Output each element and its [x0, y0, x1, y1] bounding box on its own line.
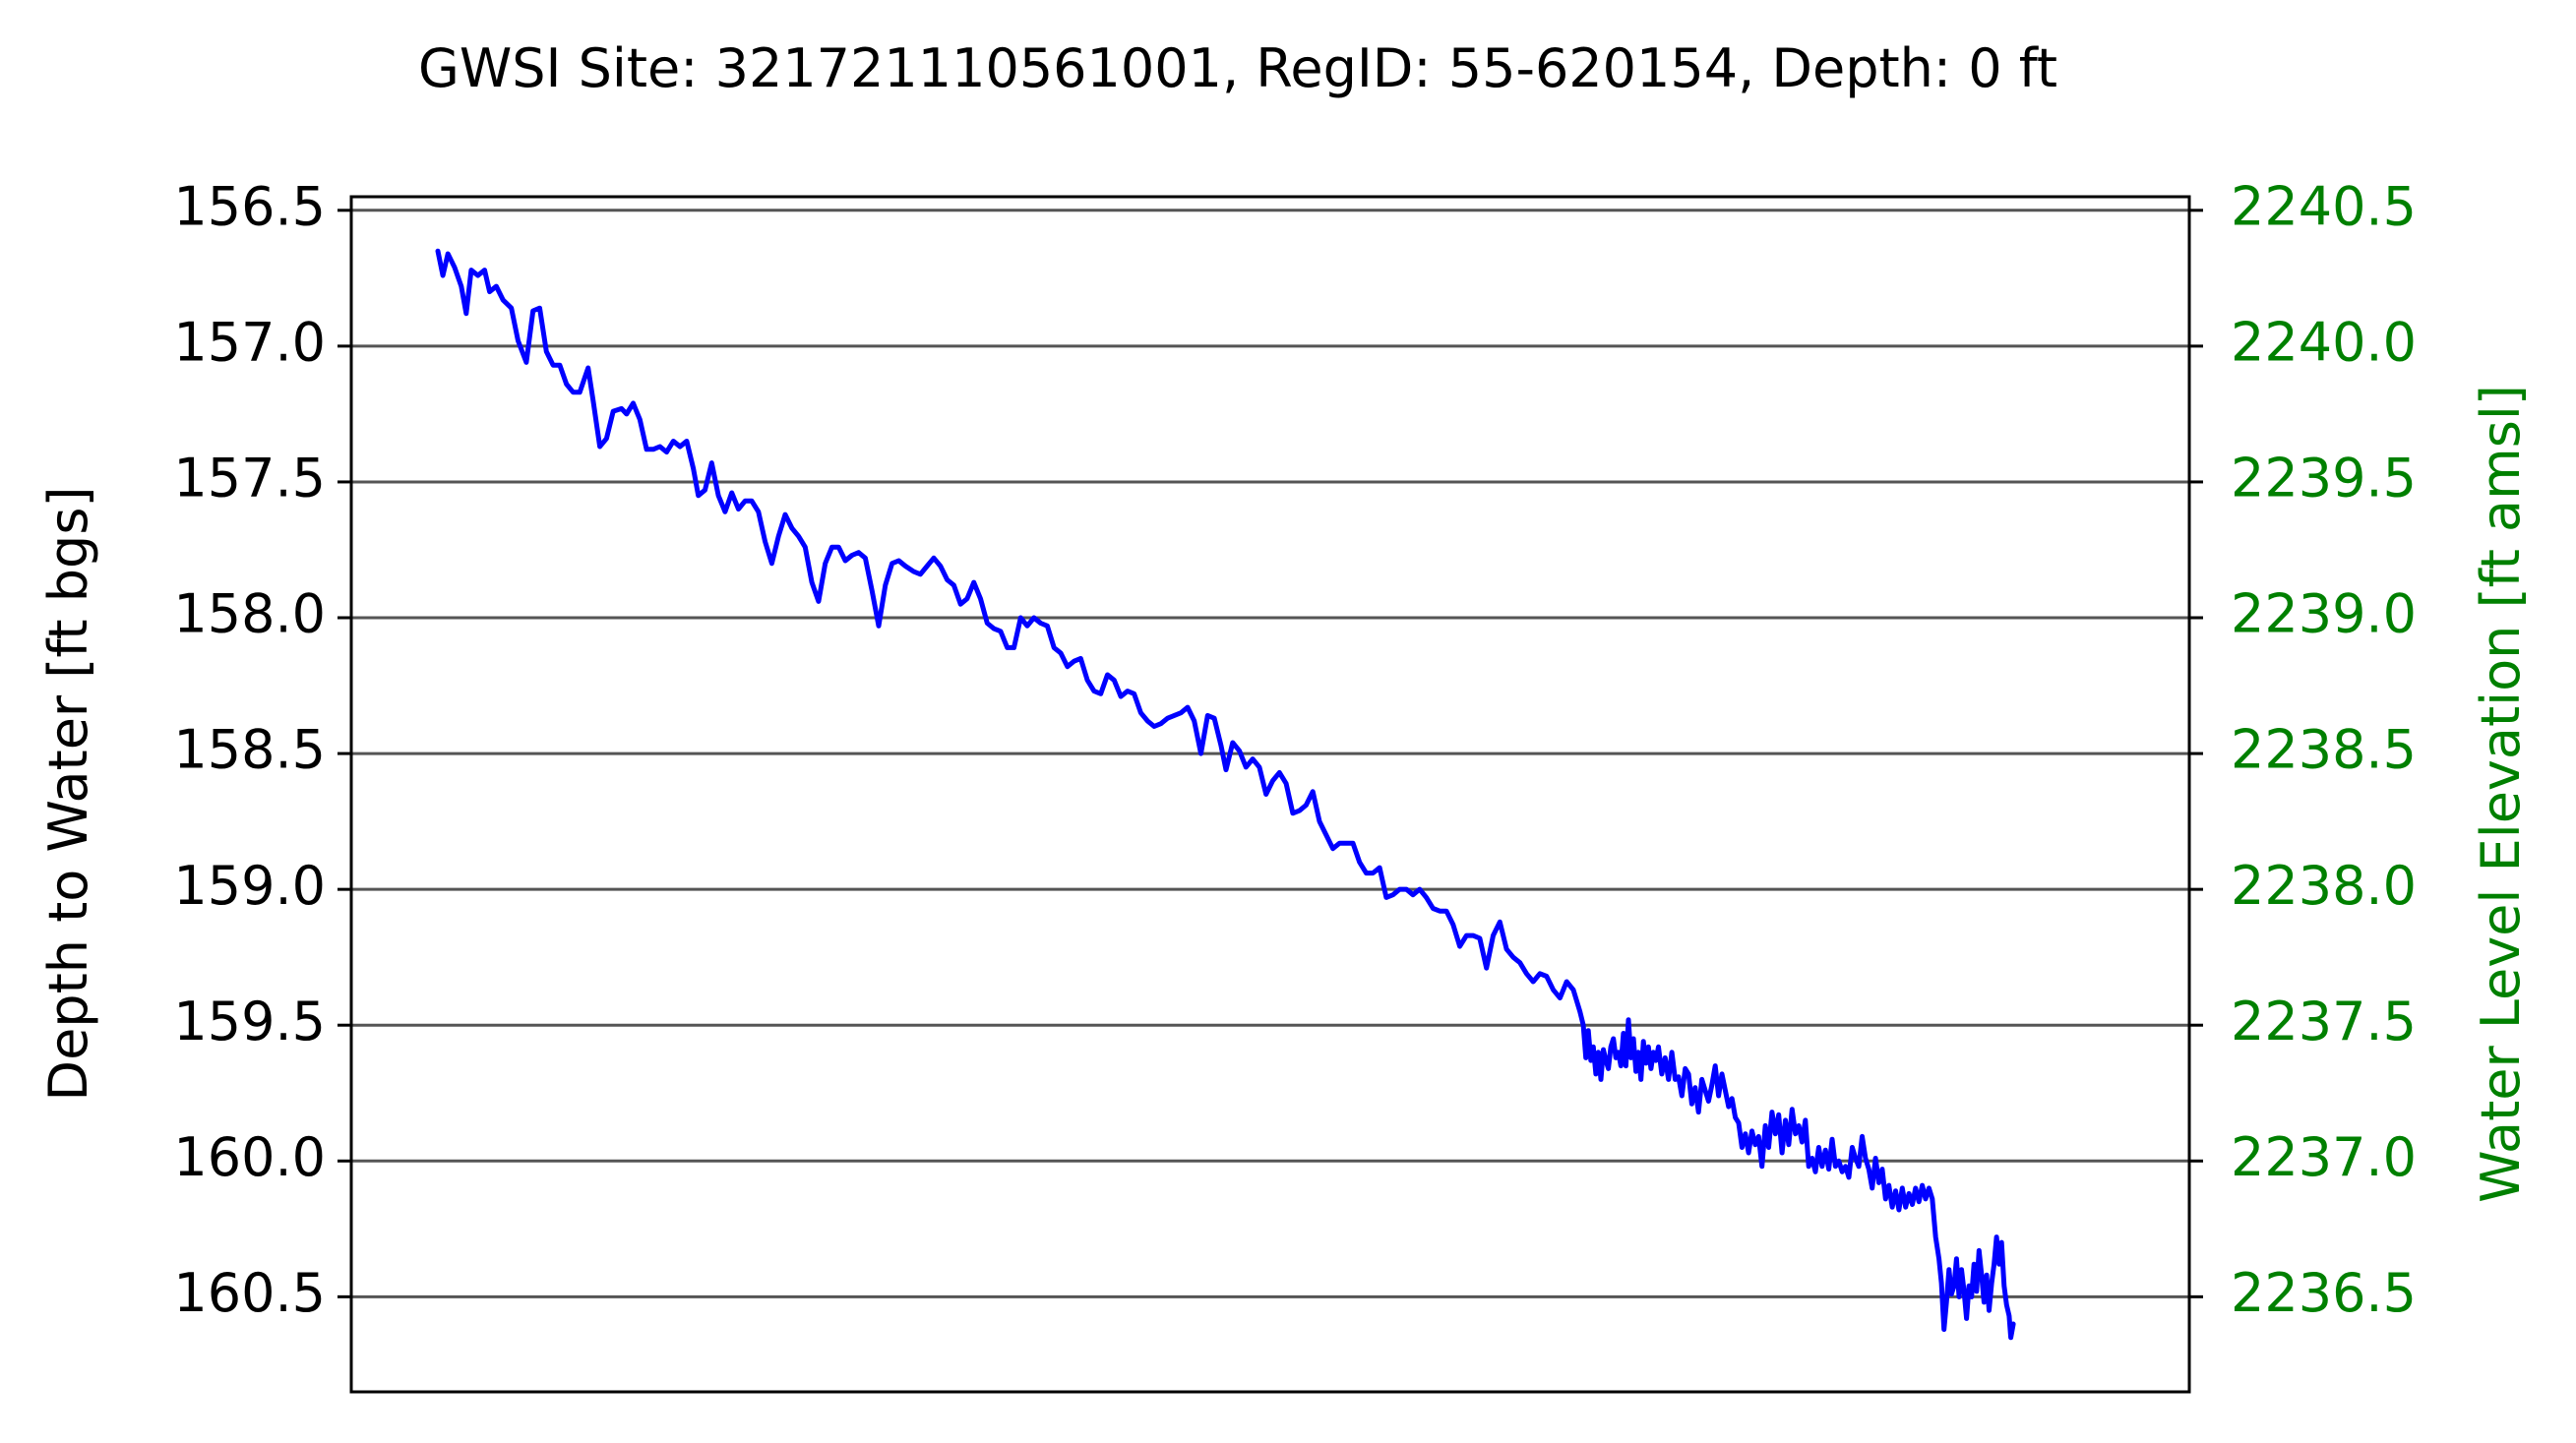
y-tick-label-left: 157.5 — [173, 448, 326, 510]
y-tick-label-left: 160.0 — [173, 1126, 326, 1188]
y-tick-label-right: 2239.5 — [2231, 448, 2417, 510]
y-tick-label-left: 158.0 — [173, 583, 326, 645]
y-tick-label-right: 2237.5 — [2231, 991, 2417, 1052]
y-tick-label-right: 2238.0 — [2231, 855, 2417, 917]
gridlines — [351, 209, 2189, 1298]
y-tick-label-left: 157.0 — [173, 312, 326, 374]
y-axis-label-left: Depth to Water [ft bgs] — [37, 486, 99, 1101]
y-tick-label-left: 158.5 — [173, 719, 326, 781]
y-tick-label-right: 2237.0 — [2231, 1126, 2417, 1188]
y-tick-label-left: 156.5 — [173, 175, 326, 237]
y-tick-label-right: 2239.0 — [2231, 583, 2417, 645]
y-tick-label-left: 160.5 — [173, 1262, 326, 1324]
plot-frame — [349, 195, 2191, 1394]
y-tick-label-right: 2236.5 — [2231, 1262, 2417, 1324]
right-y-axis: 2240.5 2240.0 2239.5 2239.0 2238.5 2238.0 2237… — [2189, 175, 2417, 1324]
series-line — [435, 248, 2016, 1341]
y-tick-label-right: 2240.0 — [2231, 312, 2417, 374]
y-tick-label-left: 159.5 — [173, 991, 326, 1052]
left-y-axis: 156.5 157.0 157.5 158.0 158.5 159.0 159.5 160.0… — [173, 175, 351, 1324]
chart-title: GWSI Site: 321721110561001, RegID: 55-62… — [418, 37, 2057, 99]
y-axis-label-right: Water Level Elevation [ft amsl] — [2470, 385, 2532, 1203]
y-tick-label-right: 2238.5 — [2231, 719, 2417, 781]
series-layer — [435, 248, 2016, 1341]
y-tick-label-right: 2240.5 — [2231, 175, 2417, 237]
y-tick-label-left: 159.0 — [173, 855, 326, 917]
